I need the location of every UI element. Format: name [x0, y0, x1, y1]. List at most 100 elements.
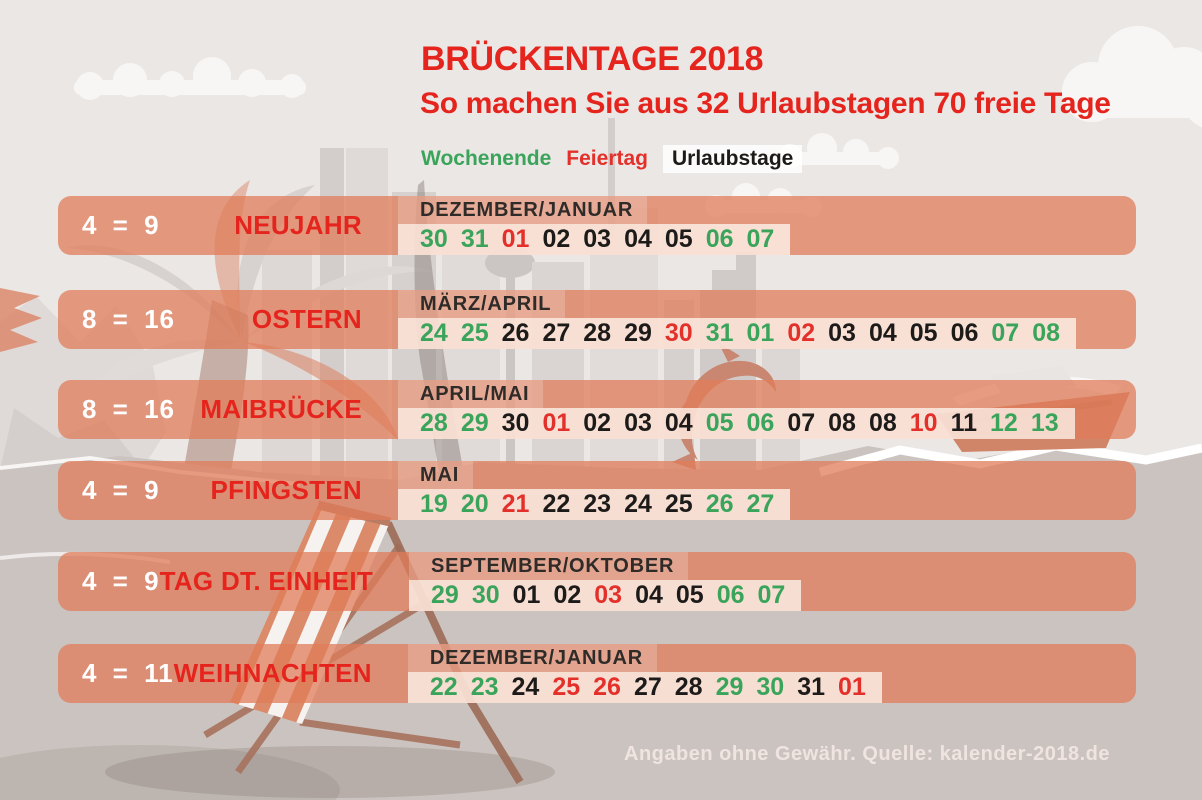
day-number-vacation: 23: [583, 490, 612, 518]
days-strip: 19 20 21 22 23 24 25 26 27: [398, 489, 791, 520]
days-strip: 28 29 30 01 02 03 04 05 06 07 08 08 10 11 12 13: [398, 408, 1075, 439]
day-number-vacation: 28: [674, 673, 703, 701]
day-number-holiday: 02: [787, 319, 816, 347]
day-number-vacation: 27: [542, 319, 571, 347]
row-left: 4 = 9 NEUJAHR: [58, 196, 398, 255]
day-number-weekend: 08: [1032, 319, 1060, 347]
day-number-weekend: 22: [429, 673, 458, 701]
row-right: DEZEMBER/JANUAR 22 23 24 25 26 27 28 29 30 31 01: [407, 644, 1136, 703]
day-number-vacation: 24: [511, 673, 540, 701]
day-number-weekend: 12: [990, 409, 1018, 437]
holiday-name: OSTERN: [251, 304, 362, 334]
ratio-label: 8 = 16: [82, 304, 176, 334]
month-label: DEZEMBER/JANUAR: [398, 196, 648, 224]
day-number-vacation: 03: [583, 225, 612, 253]
row-left: 4 = 9 PFINGSTEN: [58, 461, 398, 520]
day-number-weekend: 29: [460, 409, 489, 437]
clouds-icon: [74, 26, 1202, 217]
month-label: MAI: [398, 461, 474, 489]
day-number-vacation: 28: [583, 319, 612, 347]
day-number-weekend: 06: [705, 225, 734, 253]
days-strip: 30 31 01 02 03 04 05 06 07: [398, 224, 791, 255]
row-right: MÄRZ/APRIL 24 25 26 27 28 29 30 31 01 02 03 04 05 06 0…: [398, 290, 1136, 349]
holiday-name: PFINGSTEN: [210, 475, 362, 505]
month-label: SEPTEMBER/OKTOBER: [409, 552, 689, 580]
legend: Wochenende Feiertag Urlaubstage: [421, 145, 803, 173]
day-number-vacation: 26: [501, 319, 530, 347]
days-strip: 22 23 24 25 26 27 28 29 30 31 01: [407, 672, 882, 703]
holiday-row: 4 = 9 TAG DT. EINHEIT SEPTEMBER/OKTOBER …: [58, 552, 1136, 611]
day-number-holiday: 01: [501, 225, 530, 253]
day-number-vacation: 31: [797, 673, 825, 701]
row-right: MAI 19 20 21 22 23 24 25 26 27: [398, 461, 1136, 520]
day-number-weekend: 31: [460, 225, 489, 253]
day-number-weekend: 07: [757, 581, 786, 609]
day-number-weekend: 07: [991, 319, 1020, 347]
day-number-weekend: 13: [1030, 409, 1059, 437]
holiday-name: MAIBRÜCKE: [200, 394, 362, 424]
day-number-weekend: 29: [715, 673, 744, 701]
ratio-label: 4 = 9: [82, 566, 160, 596]
day-number-vacation: 05: [909, 319, 938, 347]
day-number-vacation: 04: [635, 581, 663, 609]
day-number-weekend: 24: [420, 319, 448, 347]
day-number-weekend: 01: [746, 319, 775, 347]
day-number-vacation: 08: [828, 409, 856, 437]
day-number-vacation: 30: [501, 409, 530, 437]
page-title: BRÜCKENTAGE 2018: [421, 40, 764, 78]
day-number-weekend: 31: [705, 319, 734, 347]
day-number-weekend: 20: [460, 490, 489, 518]
day-number-vacation: 02: [583, 409, 612, 437]
day-number-vacation: 05: [664, 225, 693, 253]
day-number-weekend: 28: [420, 409, 448, 437]
source-note: Angaben ohne Gewähr. Quelle: kalender-20…: [624, 743, 1110, 765]
holiday-row: 8 = 16 OSTERN MÄRZ/APRIL 24 25 26 27 28 29 30 3…: [58, 290, 1136, 349]
legend-vacation: Urlaubstage: [663, 145, 803, 173]
day-number-vacation: 04: [664, 409, 693, 437]
day-number-weekend: 29: [431, 581, 459, 609]
day-number-weekend: 23: [470, 673, 499, 701]
day-number-holiday: 30: [664, 319, 693, 347]
day-number-vacation: 24: [624, 490, 652, 518]
day-number-weekend: 27: [746, 490, 775, 518]
day-number-vacation: 03: [624, 409, 652, 437]
row-left: 4 = 11 WEIHNACHTEN: [58, 644, 408, 703]
holiday-row: 8 = 16 MAIBRÜCKE APRIL/MAI 28 29 30 01 02 03 0…: [58, 380, 1136, 439]
day-number-vacation: 22: [542, 490, 571, 518]
day-number-vacation: 27: [633, 673, 662, 701]
row-right: APRIL/MAI 28 29 30 01 02 03 04 05 06 07 08 08 10 11 12…: [398, 380, 1136, 439]
day-number-vacation: 02: [553, 581, 582, 609]
day-number-holiday: 01: [838, 673, 866, 701]
month-label: APRIL/MAI: [398, 380, 544, 408]
day-number-weekend: 30: [471, 581, 500, 609]
day-number-weekend: 19: [420, 490, 448, 518]
month-label: DEZEMBER/JANUAR: [407, 644, 657, 672]
day-number-weekend: 30: [420, 225, 448, 253]
holiday-row: 4 = 9 PFINGSTEN MAI 19 20 21 22 23 24 25 26 27: [58, 461, 1136, 520]
day-number-holiday: 03: [594, 581, 623, 609]
row-left: 8 = 16 OSTERN: [58, 290, 398, 349]
day-number-vacation: 29: [624, 319, 652, 347]
holiday-name: WEIHNACHTEN: [173, 658, 372, 688]
row-right: DEZEMBER/JANUAR 30 31 01 02 03 04 05 06 07: [398, 196, 1136, 255]
day-number-vacation: 02: [542, 225, 571, 253]
ratio-label: 8 = 16: [82, 394, 176, 424]
day-number-weekend: 05: [705, 409, 734, 437]
day-number-vacation: 07: [787, 409, 816, 437]
day-number-vacation: 11: [950, 409, 977, 437]
day-number-weekend: 30: [756, 673, 785, 701]
holiday-row: 4 = 11 WEIHNACHTEN DEZEMBER/JANUAR 22 23 2…: [58, 644, 1136, 703]
day-number-vacation: 04: [624, 225, 652, 253]
month-label: MÄRZ/APRIL: [398, 290, 566, 318]
day-number-holiday: 01: [542, 409, 571, 437]
ratio-label: 4 = 11: [82, 658, 174, 688]
day-number-weekend: 06: [746, 409, 775, 437]
holiday-row: 4 = 9 NEUJAHR DEZEMBER/JANUAR 30 31 01 02 03…: [58, 196, 1136, 255]
ratio-label: 4 = 9: [82, 475, 160, 505]
day-number-weekend: 06: [716, 581, 745, 609]
holiday-name: TAG DT. EINHEIT: [159, 566, 374, 596]
day-number-vacation: 08: [868, 409, 897, 437]
legend-holiday: Feiertag: [566, 147, 648, 170]
day-number-vacation: 04: [868, 319, 897, 347]
